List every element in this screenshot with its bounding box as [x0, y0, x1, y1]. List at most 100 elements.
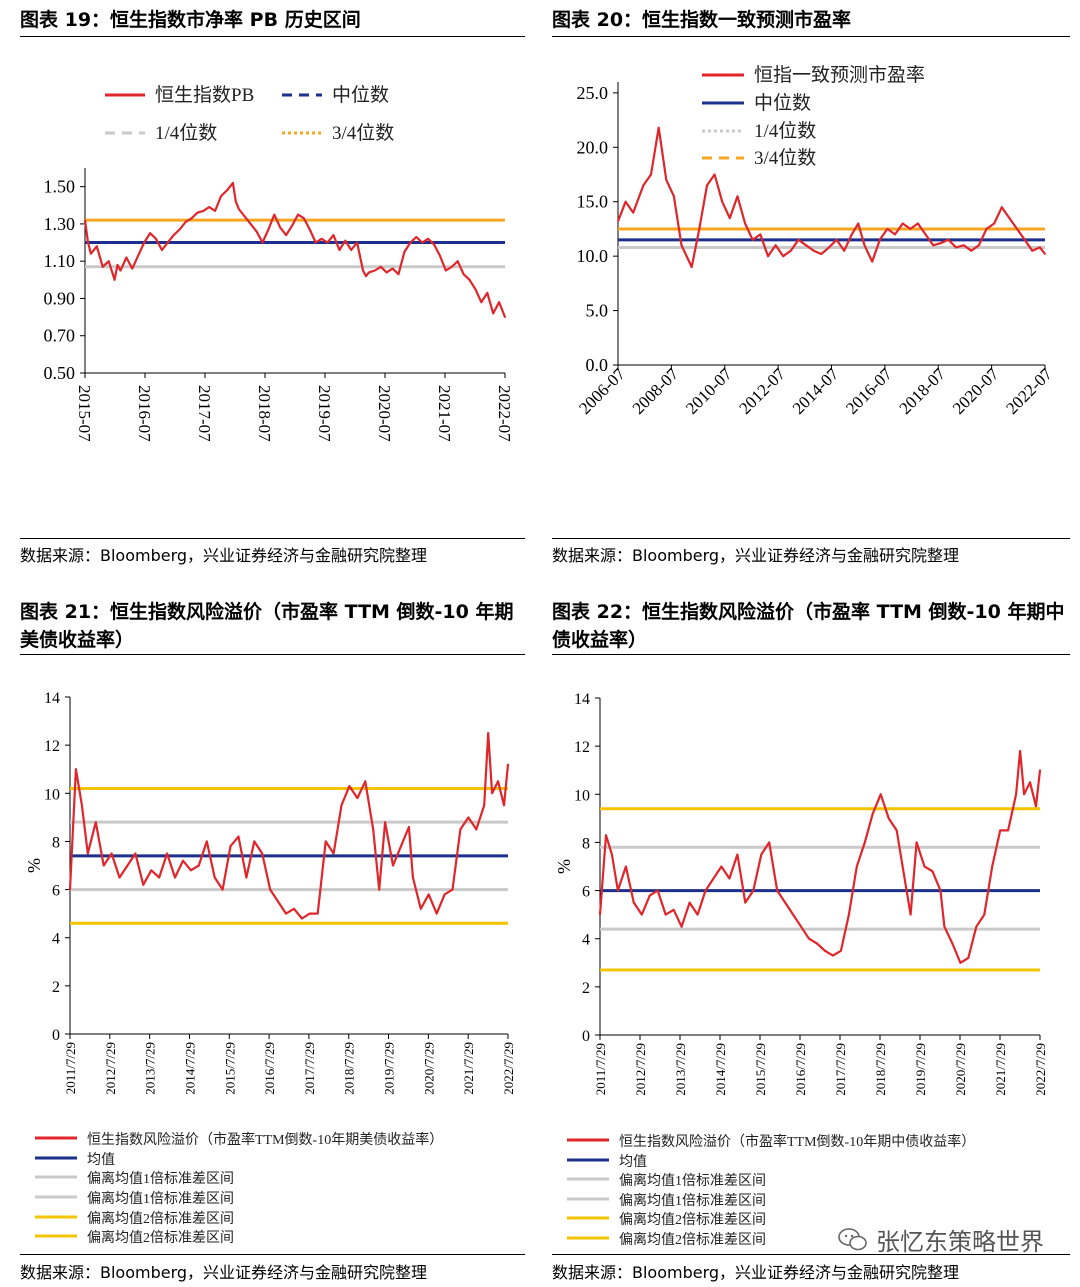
data-point	[110, 852, 113, 855]
data-point	[1029, 781, 1031, 784]
data-point	[166, 852, 169, 855]
data-point	[462, 273, 465, 276]
data-point	[959, 961, 962, 964]
data-point	[835, 238, 838, 241]
chart-20-source-rule	[552, 538, 1070, 539]
legend-label: 中位数	[332, 84, 389, 106]
data-point	[850, 233, 853, 236]
data-point	[285, 234, 287, 237]
data-point	[113, 278, 116, 281]
data-point	[728, 877, 731, 880]
data-point	[1008, 217, 1011, 220]
data-point	[439, 254, 441, 257]
y-tick-label: 8	[582, 835, 590, 852]
x-tick-label: 2018/7/29	[342, 1042, 357, 1095]
data-point	[237, 208, 240, 210]
data-point	[774, 244, 777, 247]
data-point	[909, 913, 912, 916]
data-point	[340, 804, 343, 807]
data-point	[150, 869, 153, 872]
data-point	[412, 876, 414, 879]
data-point	[480, 301, 483, 304]
legend-label: 偏离均值2倍标准差区间	[87, 1229, 234, 1246]
chart-19-title: 图表 19：恒生指数市净率 PB 历史区间	[20, 9, 361, 31]
x-tick-label: 2015/7/29	[222, 1042, 237, 1095]
data-point	[261, 241, 264, 244]
x-tick-label: 2017/7/29	[302, 1042, 317, 1095]
data-point	[744, 222, 746, 225]
data-point	[403, 251, 406, 253]
data-point	[492, 312, 495, 315]
series-line	[68, 731, 510, 920]
data-point	[214, 210, 217, 212]
data-point	[486, 292, 489, 294]
data-point	[887, 817, 890, 820]
data-point	[348, 785, 351, 787]
data-point	[871, 260, 874, 263]
x-tick-label: 2015-07	[75, 385, 94, 442]
data-point	[468, 278, 471, 281]
data-point	[696, 913, 699, 916]
data-point	[624, 200, 627, 203]
chart-19-title-rule	[20, 36, 525, 37]
data-point	[338, 249, 341, 251]
data-point	[909, 228, 912, 230]
y-axis-label: %	[554, 859, 574, 874]
legend-label: 恒生指数风险溢价（市盈率TTM倒数-10年期美债收益率）	[87, 1131, 443, 1148]
chart-19-source: 数据来源：Bloomberg，兴业证券经济与金融研究院整理	[20, 546, 428, 565]
data-point	[863, 244, 866, 247]
data-point	[962, 244, 965, 247]
data-point	[1023, 793, 1025, 796]
data-point	[226, 189, 228, 192]
data-point	[690, 266, 693, 268]
data-point	[1000, 206, 1003, 209]
x-tick-label: 2018-07	[255, 385, 274, 442]
data-point	[932, 244, 935, 247]
data-point	[611, 853, 613, 856]
data-point	[901, 222, 904, 225]
y-tick-label: 25.0	[577, 83, 609, 103]
y-tick-label: 15.0	[577, 192, 609, 212]
data-point	[776, 889, 779, 892]
data-point	[736, 853, 739, 856]
chart-21-source-rule	[20, 1254, 525, 1255]
data-point	[878, 238, 881, 241]
legend-label: 均值	[619, 1154, 647, 1170]
data-point	[721, 200, 724, 203]
data-point	[143, 241, 146, 244]
data-point	[991, 865, 994, 868]
data-point	[229, 845, 232, 848]
data-point	[378, 888, 381, 891]
y-tick-label: 2	[582, 980, 590, 997]
data-point	[474, 288, 477, 290]
legend-label: 1/4位数	[754, 120, 816, 142]
chart-19: 0.50 0.70 0.90 1.10 1.30 1.50 2015-07 2016-07 20…	[44, 84, 515, 442]
data-point	[782, 255, 785, 258]
data-point	[314, 241, 317, 244]
data-point	[720, 865, 723, 868]
x-tick-label: 2022/7/29	[1033, 1043, 1048, 1096]
chart-22-source: 数据来源：Bloomberg，兴业证券经济与金融研究院整理	[552, 1263, 960, 1282]
legend-label: 3/4位数	[332, 122, 394, 144]
data-point	[784, 901, 787, 904]
data-point	[255, 230, 258, 233]
data-point	[797, 238, 800, 241]
data-point	[955, 246, 957, 249]
data-point	[137, 254, 140, 257]
data-point	[174, 876, 176, 879]
chart-22-source-rule	[552, 1254, 1070, 1255]
legend-label: 偏离均值1倍标准差区间	[87, 1190, 234, 1207]
data-point	[632, 901, 635, 904]
x-tick-label: 2013/7/29	[143, 1042, 158, 1095]
data-point	[374, 269, 376, 272]
data-point	[249, 223, 252, 225]
y-tick-label: 0.50	[44, 363, 76, 383]
series-line	[598, 749, 1042, 964]
data-point	[243, 215, 246, 218]
data-point	[617, 220, 619, 223]
data-point	[356, 797, 359, 799]
x-tick-label: 2012-07	[735, 364, 789, 418]
x-tick-label: 2017-07	[195, 385, 214, 442]
data-point	[1015, 793, 1017, 796]
data-point	[308, 912, 311, 915]
